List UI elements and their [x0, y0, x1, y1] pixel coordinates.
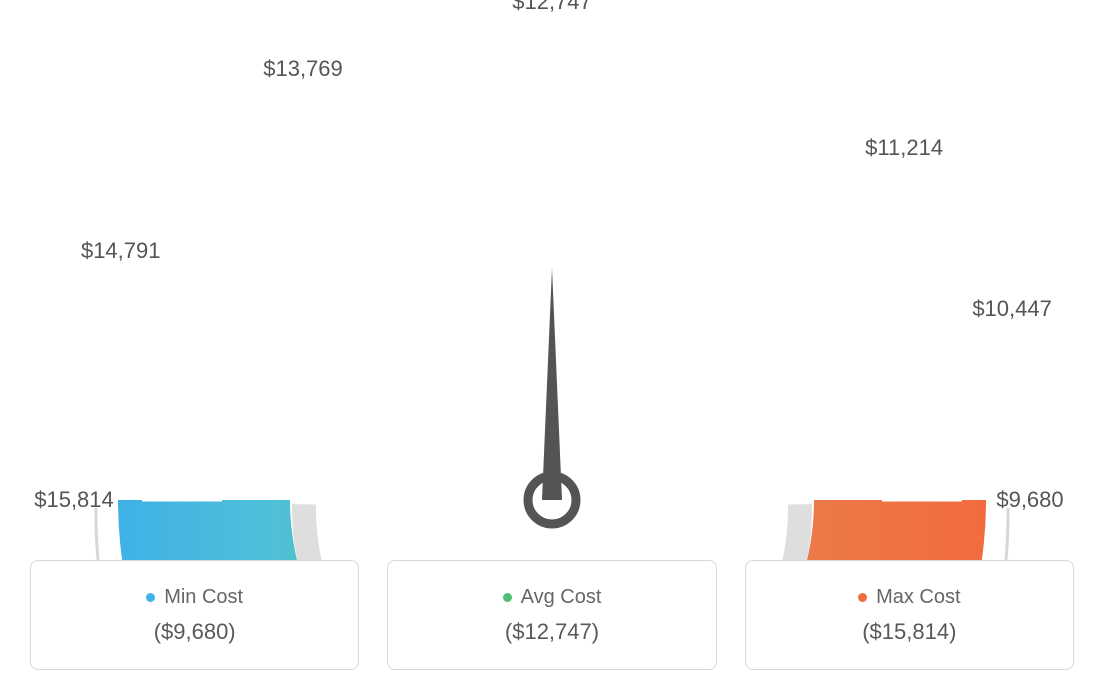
legend-card-avg: Avg Cost ($12,747) [387, 560, 716, 670]
gauge-area: $9,680 $10,447 $11,214 $12,747 $13,769 $14,79… [0, 0, 1104, 540]
cost-gauge-chart: $9,680 $10,447 $11,214 $12,747 $13,769 $14,79… [0, 0, 1104, 690]
gauge-tick [347, 145, 387, 214]
legend-title-text: Avg Cost [521, 586, 602, 609]
gauge-tick [785, 210, 842, 267]
inner-ring [304, 504, 800, 560]
legend-title-min: Min Cost [146, 586, 243, 609]
gauge-tick [838, 250, 878, 280]
gauge-tick [900, 394, 948, 407]
gauge-tick [909, 446, 959, 453]
gauge-band [118, 500, 986, 560]
legend-title-text: Max Cost [876, 586, 960, 609]
gauge-tick [288, 186, 320, 224]
gauge-tick [857, 343, 931, 374]
legend-card-max: Max Cost ($15,814) [745, 560, 1074, 670]
gauge-tick-label: $13,769 [263, 56, 343, 82]
legend-title-avg: Avg Cost [503, 586, 602, 609]
gauge-tick [167, 360, 214, 377]
legend-row: Min Cost ($9,680) Avg Cost ($12,747) Max… [30, 560, 1074, 670]
gauge-tick [645, 104, 658, 152]
legend-title-max: Max Cost [858, 586, 960, 609]
gauge-tick-label: $10,447 [972, 296, 1052, 322]
gauge-svg [0, 0, 1104, 560]
gauge-tick [412, 115, 429, 162]
gauge-tick [197, 295, 266, 335]
legend-card-min: Min Cost ($9,680) [30, 560, 359, 670]
gauge-tick [148, 429, 197, 438]
gauge-tick-label: $15,814 [34, 487, 114, 513]
legend-title-text: Min Cost [164, 586, 243, 609]
legend-value-avg: ($12,747) [505, 619, 599, 645]
gauge-tick-label: $12,747 [512, 0, 592, 15]
legend-value-max: ($15,814) [862, 619, 956, 645]
dot-icon [858, 593, 867, 602]
dot-icon [503, 593, 512, 602]
gauge-tick [481, 96, 490, 145]
gauge-tick [732, 145, 757, 188]
gauge-tick [864, 295, 907, 320]
gauge-tick-label: $9,680 [996, 487, 1063, 513]
legend-value-min: ($9,680) [154, 619, 236, 645]
gauge-tick-label: $11,214 [865, 135, 943, 161]
gauge-tick [238, 236, 276, 268]
dot-icon [146, 593, 155, 602]
gauge-tick-label: $14,791 [81, 238, 161, 264]
gauge-needle [542, 268, 562, 500]
